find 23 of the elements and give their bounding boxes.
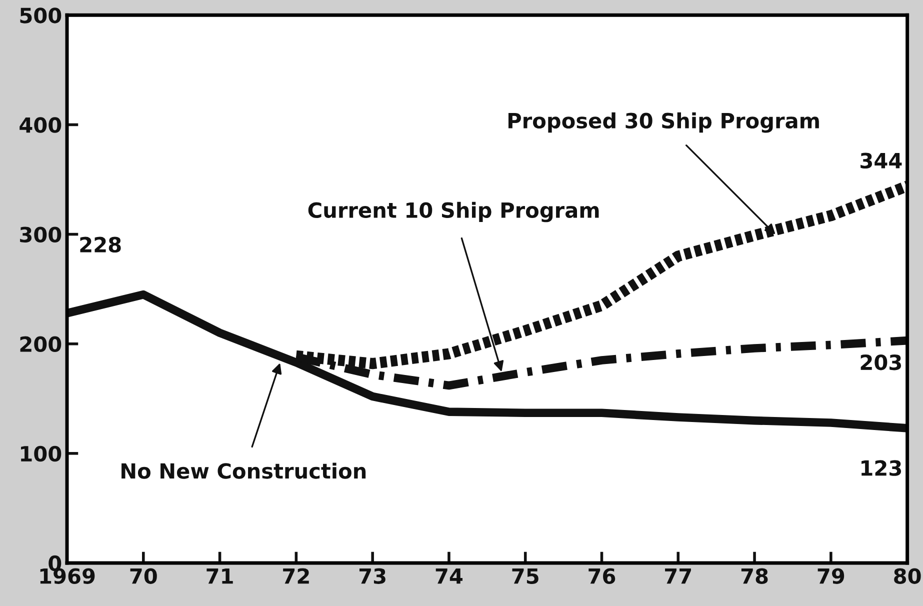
annotation: 203	[860, 354, 902, 370]
x-tick-label: 71	[206, 568, 233, 584]
annotation: 123	[862, 460, 902, 476]
annotation: 228	[80, 236, 121, 253]
annotation: Proposed 30 Ship Program	[508, 112, 819, 133]
annotation: 344	[860, 152, 902, 169]
y-tick-label: 100	[21, 446, 62, 462]
x-tick-label: 72	[283, 568, 309, 584]
y-tick-label: 500	[20, 8, 62, 24]
y-tick-label: 200	[20, 336, 62, 352]
y-tick-label: 300	[20, 226, 62, 242]
y-tick-label: 400	[20, 117, 62, 133]
x-tick-label: 70	[130, 568, 157, 584]
x-tick-label: 77	[665, 568, 691, 584]
x-tick-label: 75	[512, 568, 538, 584]
annotation: Current 10 Ship Program	[308, 202, 599, 222]
x-tick-label: 73	[359, 568, 386, 584]
x-tick-label: 78	[741, 568, 768, 584]
x-tick-label: 80	[894, 568, 921, 584]
x-tick-label: 76	[588, 568, 616, 584]
annotation: No New Construction	[122, 462, 366, 479]
x-tick-label: 79	[818, 568, 844, 584]
x-tick-label: 74	[436, 568, 463, 584]
